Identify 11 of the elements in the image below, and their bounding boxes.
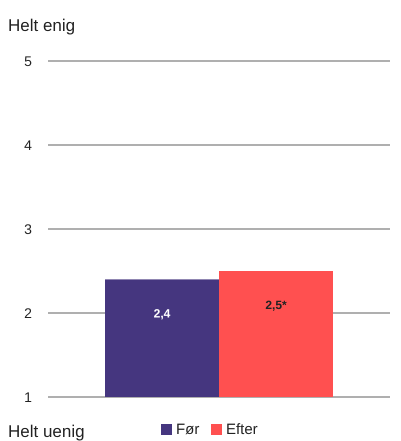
y-tick-label: 2 (24, 304, 32, 321)
y-tick-label: 4 (24, 136, 32, 153)
y-tick-label: 1 (24, 388, 32, 405)
data-label: 2,5* (265, 298, 287, 312)
data-label: 2,4 (154, 306, 171, 320)
y-tick-label: 5 (24, 52, 32, 69)
legend-label: Efter (226, 421, 258, 438)
y-tick-label: 3 (24, 220, 32, 237)
text: Helt enig (8, 16, 76, 35)
text: Helt uenig (8, 422, 85, 441)
legend-label: Før (176, 421, 200, 438)
